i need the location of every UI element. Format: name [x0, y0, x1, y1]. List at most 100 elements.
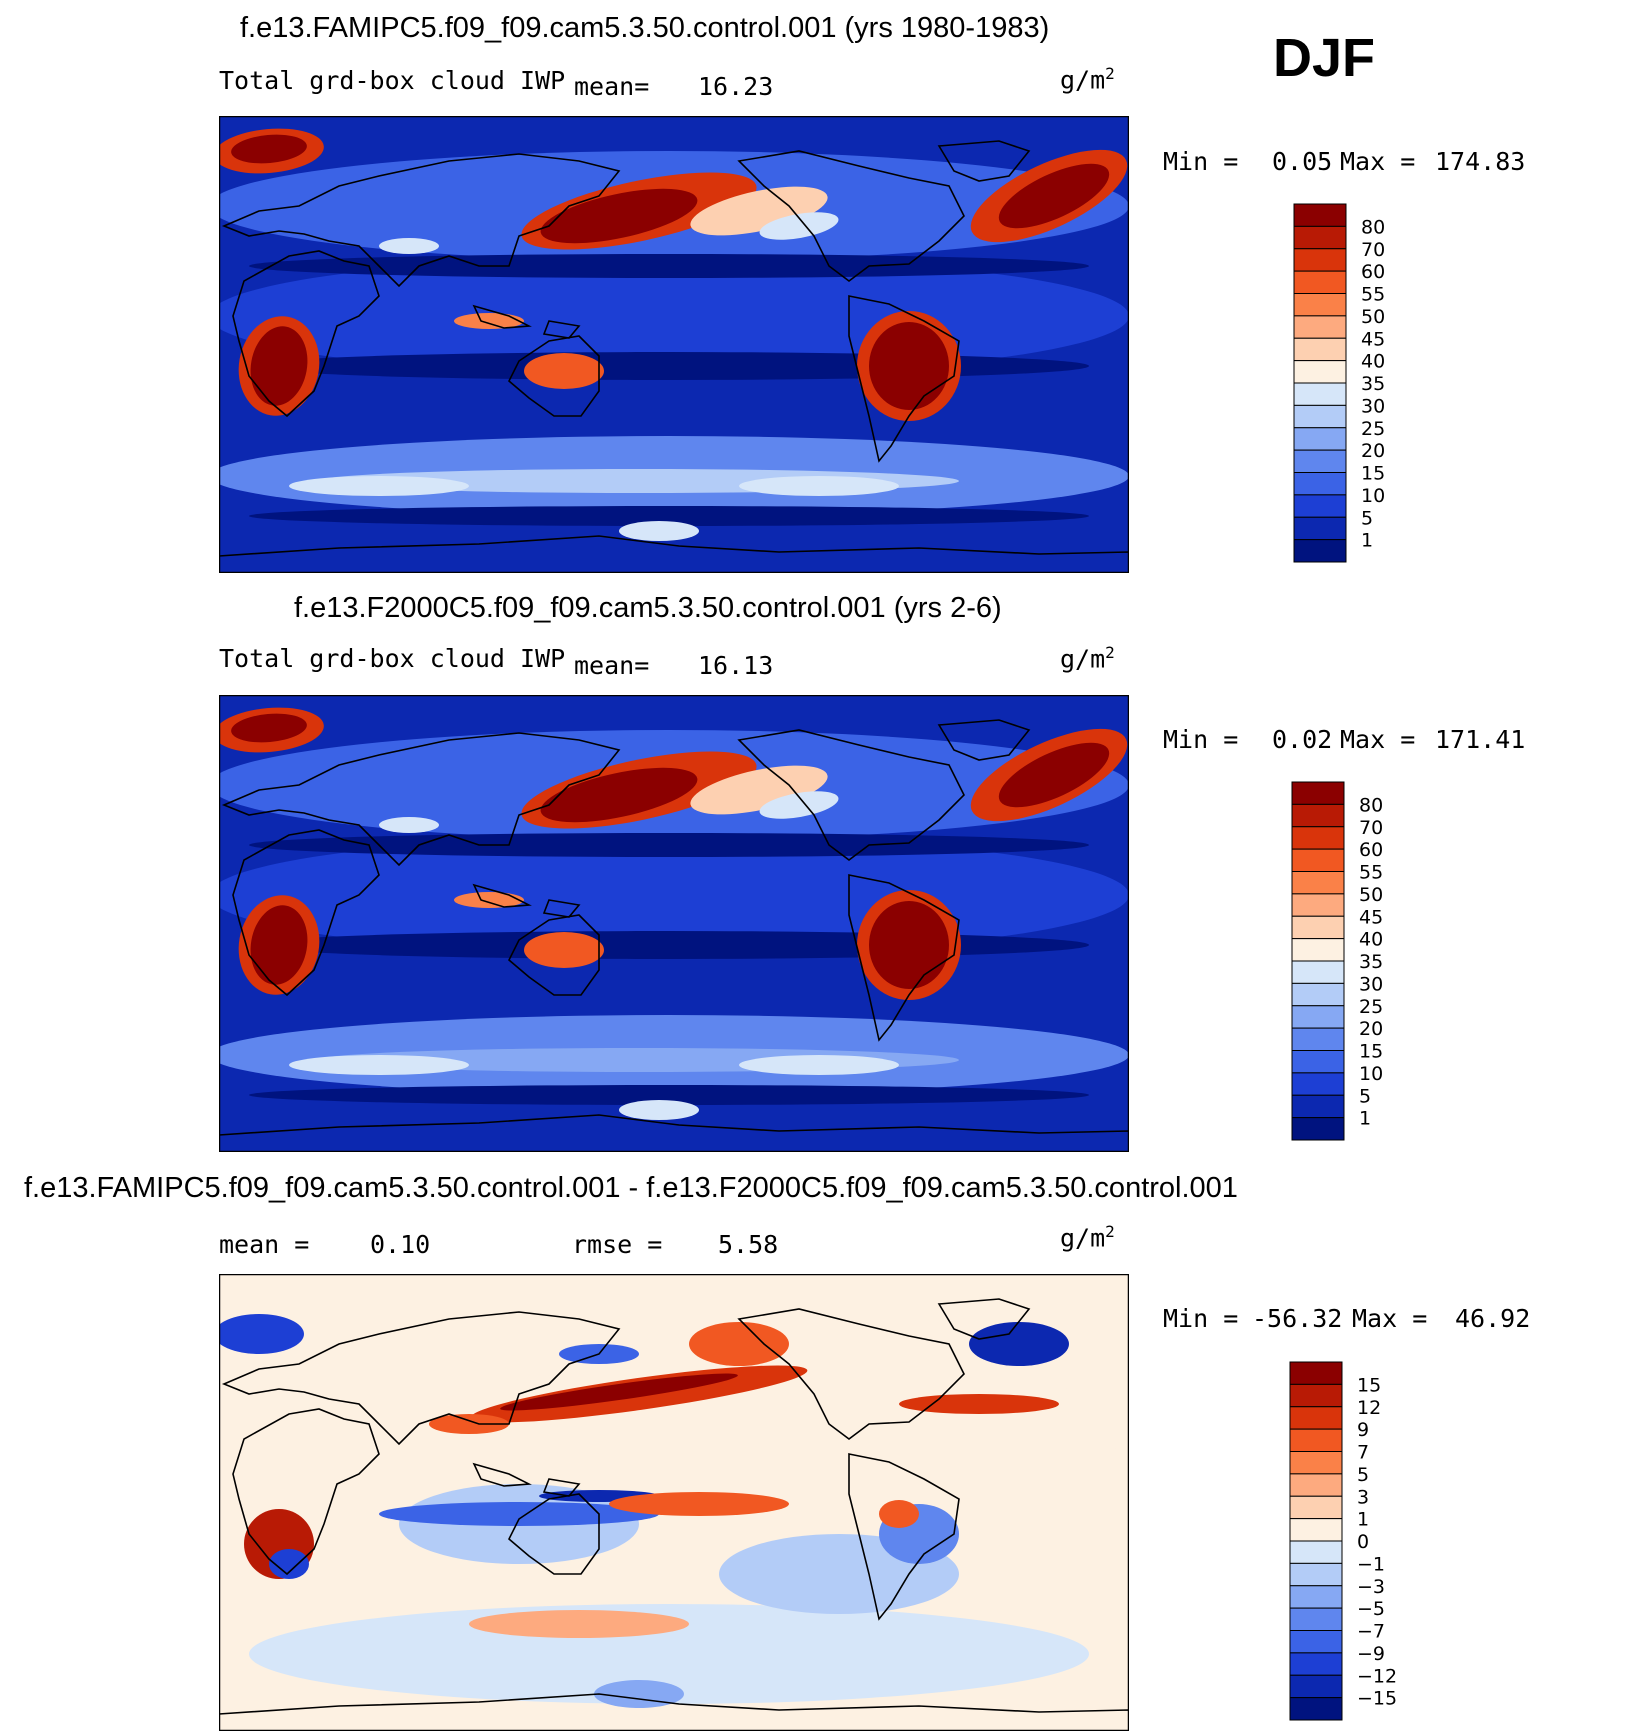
north-pacific-storm-edge	[690, 765, 828, 815]
colorbar-tick-label: 35	[1359, 951, 1383, 973]
amazon-convection-core	[869, 322, 949, 410]
colorbar-swatch	[1293, 270, 1347, 294]
colorbar-swatch	[1291, 982, 1345, 1007]
panel3-mean-label: mean =	[219, 1230, 310, 1259]
colorbar-swatch	[1291, 1117, 1345, 1141]
colorbar-swatch	[1291, 781, 1345, 805]
panel3-mean-value: 0.10	[370, 1230, 431, 1259]
colorbar-swatch	[1293, 337, 1347, 362]
panel3-units: g/m2	[1060, 1222, 1115, 1253]
colorbar-tick-label: 15	[1359, 1041, 1383, 1063]
north-pacific-positive-core	[500, 1373, 738, 1411]
colorbar-swatch	[1291, 915, 1345, 940]
colorbar-swatch	[1291, 893, 1345, 917]
coastline	[232, 1408, 380, 1576]
amazon-convection-core	[869, 901, 949, 989]
coastline	[221, 732, 621, 867]
colorbar-tick-label: 45	[1359, 906, 1383, 928]
colorbar-swatch	[1289, 1518, 1343, 1542]
north-pacific-cloud-light	[759, 212, 839, 240]
colorbar-tick-label: 1	[1361, 530, 1373, 552]
colorbar-swatch	[1293, 449, 1347, 473]
panel2-min-value: 0.02	[1272, 725, 1333, 754]
colorbar-tick-label: 7	[1357, 1442, 1369, 1464]
colorbar-tick-label: −9	[1357, 1643, 1385, 1665]
coastline	[937, 140, 1031, 182]
colorbar-swatch	[1293, 203, 1347, 227]
colorbar-swatch	[1293, 293, 1347, 317]
panel1-max-value: 174.83	[1435, 147, 1526, 176]
colorbar-tick-label: 15	[1357, 1374, 1381, 1396]
colorbar-tick-label: 20	[1359, 1018, 1383, 1040]
north-pacific-storm-edge	[690, 186, 828, 236]
colorbar-tick-label: 5	[1361, 507, 1373, 529]
colorbar-swatch	[1293, 539, 1347, 563]
panel2-max-label: Max =	[1340, 725, 1416, 754]
coastline	[508, 1493, 600, 1575]
colorbar-swatch	[1291, 848, 1345, 872]
southern-ocean-cloud-light	[289, 1055, 469, 1075]
colorbar-tick-label: 80	[1359, 794, 1383, 816]
colorbar-tick-label: 20	[1361, 440, 1385, 462]
panel3-rmse-label: rmse =	[572, 1230, 663, 1259]
coastline	[937, 1298, 1031, 1340]
colorbar-tick-label: 70	[1361, 239, 1385, 261]
colorbar-swatch	[1291, 871, 1345, 895]
coastline	[221, 1311, 621, 1446]
colorbar-tick-label: −1	[1357, 1553, 1385, 1575]
colorbar-tick-label: 55	[1359, 862, 1383, 884]
colorbar-tick-label: 60	[1359, 839, 1383, 861]
coastline	[937, 719, 1031, 761]
panel1-units: g/m2	[1060, 64, 1115, 95]
panel1-max-label: Max =	[1340, 147, 1416, 176]
coastline	[219, 1693, 1129, 1731]
subtropical-dry-south	[249, 352, 1089, 380]
coastline	[542, 1478, 581, 1497]
colorbar-swatch	[1289, 1383, 1343, 1408]
coastline	[542, 320, 581, 339]
colorbar-tick-label: 15	[1361, 463, 1385, 485]
colorbar-swatch	[1289, 1540, 1343, 1564]
colorbar-tick-label: 30	[1359, 973, 1383, 995]
africa-negative	[269, 1549, 309, 1579]
colorbar-tick-label: 3	[1357, 1486, 1369, 1508]
colorbar-tick-label: 55	[1361, 284, 1385, 306]
coastline	[542, 899, 581, 918]
panel2-mean-value: 16.13	[698, 651, 774, 680]
colorbar-tick-label: 1	[1359, 1108, 1371, 1130]
africa-convection-core	[250, 905, 308, 985]
colorbar-swatch	[1293, 248, 1347, 272]
colorbar-swatch	[1289, 1406, 1343, 1430]
coastline	[472, 304, 532, 329]
north-atlantic-storm-core	[231, 134, 307, 164]
panel3-max-value: 46.92	[1455, 1304, 1531, 1333]
colorbar-tick-label: 50	[1359, 884, 1383, 906]
colorbar-swatch	[1289, 1652, 1343, 1676]
coastline	[848, 295, 960, 463]
map-frame	[219, 116, 1129, 573]
panel2-map	[219, 695, 1129, 1152]
southern-ocean-cloud-light	[739, 476, 899, 496]
colorbar-tick-label: 35	[1361, 373, 1385, 395]
australia-convection	[524, 932, 604, 968]
coastline	[508, 914, 600, 996]
map-frame	[219, 695, 1129, 1152]
panel1-min-value: 0.05	[1272, 147, 1333, 176]
coastline	[232, 250, 380, 418]
southern-ocean-cloud-light	[289, 476, 469, 496]
north-pacific-cloud-light	[759, 791, 839, 819]
australia-convection	[524, 353, 604, 389]
north-atlantic-negative	[219, 1314, 304, 1354]
coastline	[221, 153, 621, 288]
colorbar-tick-label: −5	[1357, 1598, 1385, 1620]
colorbar-swatch	[1289, 1361, 1343, 1385]
southern-ocean-positive	[469, 1610, 689, 1638]
colorbar-swatch	[1289, 1428, 1343, 1452]
panel2-min-label: Min =	[1163, 725, 1239, 754]
colorbar-swatch	[1289, 1697, 1343, 1721]
colorbar-tick-label: 9	[1357, 1419, 1369, 1441]
equatorial-negative	[379, 1502, 659, 1526]
colorbar-swatch	[1293, 382, 1347, 406]
coastline	[232, 829, 380, 997]
